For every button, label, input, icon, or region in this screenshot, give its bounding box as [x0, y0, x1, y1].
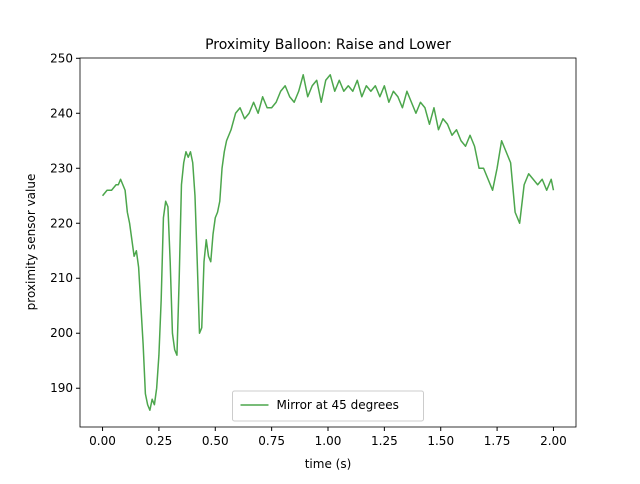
y-tick-label: 240: [50, 106, 73, 120]
x-tick-label: 0.50: [202, 434, 229, 448]
chart-title: Proximity Balloon: Raise and Lower: [205, 37, 451, 53]
y-tick-label: 190: [50, 381, 73, 395]
x-axis-label: time (s): [305, 457, 352, 471]
x-tick-label: 0.25: [146, 434, 173, 448]
x-tick-label: 2.00: [540, 434, 567, 448]
legend-box: [232, 390, 424, 422]
data-line: [101, 74, 555, 411]
legend-label: Mirror at 45 degrees: [277, 398, 399, 412]
plot-frame: [79, 57, 577, 428]
x-tick-label: 1.75: [484, 434, 511, 448]
y-tick-label: 220: [50, 216, 73, 230]
x-tick-label: 1.00: [315, 434, 342, 448]
y-axis-label: proximity sensor value: [24, 174, 38, 311]
x-tick-label: 1.25: [371, 434, 398, 448]
y-tick-label: 210: [50, 271, 73, 285]
x-tick-label: 1.50: [427, 434, 454, 448]
x-tick-label: 0.00: [89, 434, 116, 448]
x-tick-label: 0.75: [258, 434, 285, 448]
y-tick-label: 250: [50, 51, 73, 65]
y-tick-label: 230: [50, 161, 73, 175]
y-tick-label: 200: [50, 326, 73, 340]
